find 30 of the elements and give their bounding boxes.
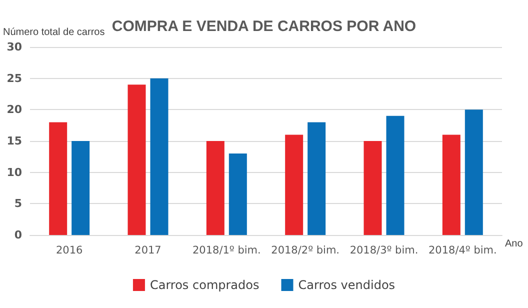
bar <box>228 154 247 235</box>
bar <box>442 134 460 235</box>
bar <box>364 141 382 235</box>
bar <box>72 141 90 235</box>
x-tick-label: 2016 <box>56 244 84 256</box>
bar <box>464 110 483 235</box>
bar <box>206 141 224 235</box>
bar <box>285 134 304 235</box>
bar <box>150 78 168 235</box>
y-tick-label: 15 <box>6 134 22 148</box>
y-tick-label: 0 <box>14 228 22 242</box>
x-tick-label: 2018/2º bim. <box>271 244 340 256</box>
y-tick-label: 5 <box>14 197 22 210</box>
legend-label: Carros comprados <box>150 278 260 292</box>
y-axis-title: Número total de carros <box>3 27 105 38</box>
bar <box>308 122 326 235</box>
x-tick-label: 2018/3º bim. <box>350 244 418 256</box>
legend-label: Carros vendidos <box>298 278 396 292</box>
bar <box>49 122 68 235</box>
x-tick-label: 2017 <box>134 244 162 256</box>
bar <box>386 116 404 235</box>
chart-title: COMPRA E VENDA DE CARROS POR ANO <box>112 18 416 35</box>
x-tick-label: 2018/4º bim. <box>428 244 497 256</box>
y-tick-label: 30 <box>6 40 22 54</box>
y-tick-label: 20 <box>6 103 22 116</box>
bar <box>128 84 146 235</box>
x-tick-label: 2018/1º bim. <box>192 244 261 256</box>
y-tick-label: 25 <box>6 72 22 85</box>
x-axis-title: Ano <box>505 238 524 250</box>
y-tick-label: 10 <box>6 166 22 179</box>
